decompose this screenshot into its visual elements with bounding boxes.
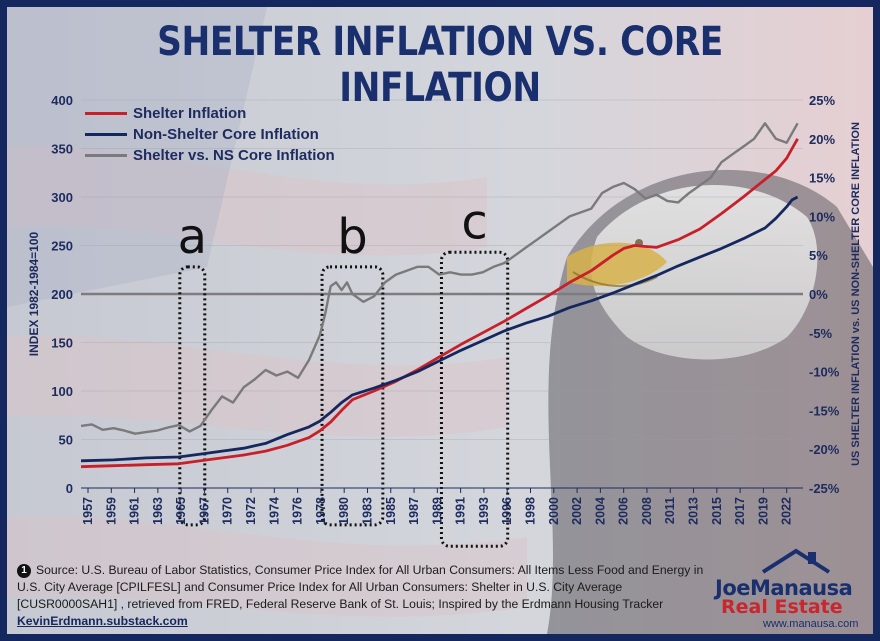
source-link[interactable]: KevinErdmann.substack.com <box>17 614 188 628</box>
legend-swatch <box>85 133 127 136</box>
logo-last-name: Manausa <box>749 576 853 600</box>
x-tick-label: 1963 <box>151 497 165 525</box>
series-line <box>80 122 799 435</box>
x-tick-label: 1970 <box>221 497 235 525</box>
x-tick-label: 1987 <box>407 497 421 525</box>
legend-label: Shelter vs. NS Core Inflation <box>133 147 335 164</box>
annotation-box <box>178 265 207 527</box>
y-right-tick-label: 0% <box>809 287 828 302</box>
axes: 0 50 100 150 200 250 300 350 400 -25% -20% -15% -10%… <box>27 93 862 525</box>
annotation-boxes: a b c <box>178 194 510 548</box>
logo-first-name: Joe <box>715 576 750 600</box>
x-tick-label: 1967 <box>197 497 211 525</box>
logo-name: JoeManausa <box>715 576 865 600</box>
x-tick-label: 2008 <box>640 497 654 525</box>
x-tick-label: 2017 <box>733 497 747 525</box>
data-series <box>80 122 799 469</box>
y-right-axis-label: US SHELTER INFLATION vs. US NON-SHELTER … <box>850 122 862 466</box>
x-tick-label: 2000 <box>547 497 561 525</box>
x-tick-label: 2015 <box>710 497 724 525</box>
annotation-label: a <box>178 209 207 265</box>
x-tick-label: 1957 <box>81 497 95 525</box>
y-axis-label: INDEX 1982-1984=100 <box>27 231 41 356</box>
x-tick-label: 1974 <box>267 497 281 525</box>
x-tick-label: 1985 <box>384 497 398 525</box>
y-right-tick-label: 15% <box>809 171 835 186</box>
y-right-tick-label: -15% <box>809 403 840 418</box>
y-right-tick-label: -20% <box>809 442 840 457</box>
house-icon <box>761 548 831 574</box>
x-tick-label: 1980 <box>337 497 351 525</box>
x-tick-label: 2013 <box>687 497 701 525</box>
legend: Shelter Inflation Non-Shelter Core Inflat… <box>85 103 335 166</box>
series-line <box>80 195 799 463</box>
x-tick-label: 1961 <box>128 497 142 525</box>
y-tick-label: 150 <box>51 336 73 351</box>
annotation-box <box>320 265 385 527</box>
x-tick-label: 1996 <box>500 497 514 525</box>
y-right-tick-label: 25% <box>809 93 835 108</box>
x-tick-label: 1972 <box>244 497 258 525</box>
y-tick-label: 100 <box>51 384 73 399</box>
y-right-tick-label: 10% <box>809 209 835 224</box>
x-tick-label: 1965 <box>174 497 188 525</box>
legend-label: Shelter Inflation <box>133 105 247 122</box>
source-text: Source: U.S. Bureau of Labor Statistics,… <box>17 563 704 611</box>
x-tick-label: 1993 <box>477 497 491 525</box>
x-tick-label: 2002 <box>570 497 584 525</box>
x-tick-label: 1983 <box>360 497 374 525</box>
footnote-number: 1 <box>17 564 31 578</box>
x-tick-label: 2004 <box>593 497 607 525</box>
annotation-box <box>439 250 510 548</box>
brand-logo: JoeManausa Real Estate www.manausa.com <box>715 548 865 630</box>
y-tick-label: 300 <box>51 190 73 205</box>
x-tick-label: 2019 <box>756 497 770 525</box>
chart-plot-area: a b c 0 50 100 150 200 250 300 350 400 -25% -20% -15%… <box>27 93 862 548</box>
legend-swatch <box>85 154 127 157</box>
source-note: 1 Source: U.S. Bureau of Labor Statistics… <box>17 562 717 630</box>
x-tick-label: 2022 <box>780 497 794 525</box>
legend-item: Non-Shelter Core Inflation <box>85 124 335 145</box>
x-tick-label: 1991 <box>454 497 468 525</box>
y-tick-label: 250 <box>51 239 73 254</box>
y-right-tick-label: -25% <box>809 481 840 496</box>
legend-swatch <box>85 112 127 115</box>
y-right-tick-label: -10% <box>809 365 840 380</box>
annotation-label: b <box>337 209 367 265</box>
legend-label: Non-Shelter Core Inflation <box>133 126 319 143</box>
logo-subtitle: Real Estate <box>721 596 843 618</box>
x-tick-label: 1976 <box>291 497 305 525</box>
logo-url: www.manausa.com <box>763 618 859 630</box>
chart-title: SHELTER INFLATION VS. CORE INFLATION <box>157 19 723 111</box>
y-right-tick-label: -5% <box>809 326 833 341</box>
y-right-tick-label: 5% <box>809 248 828 263</box>
x-tick-label: 2011 <box>663 497 677 524</box>
y-tick-label: 50 <box>59 433 73 448</box>
y-tick-label: 400 <box>51 93 73 108</box>
x-tick-label: 1998 <box>524 497 538 525</box>
y-right-tick-label: 20% <box>809 132 835 147</box>
x-tick-label: 1989 <box>430 497 444 525</box>
legend-item: Shelter Inflation <box>85 103 335 124</box>
annotation-label: c <box>461 194 487 250</box>
legend-item: Shelter vs. NS Core Inflation <box>85 145 335 166</box>
y-tick-label: 200 <box>51 287 73 302</box>
y-tick-label: 350 <box>51 142 73 157</box>
series-line <box>80 138 799 469</box>
y-tick-label: 0 <box>66 481 73 496</box>
x-tick-label: 1959 <box>104 497 118 525</box>
x-tick-label: 2006 <box>617 497 631 525</box>
x-tick-label: 1978 <box>314 497 328 525</box>
